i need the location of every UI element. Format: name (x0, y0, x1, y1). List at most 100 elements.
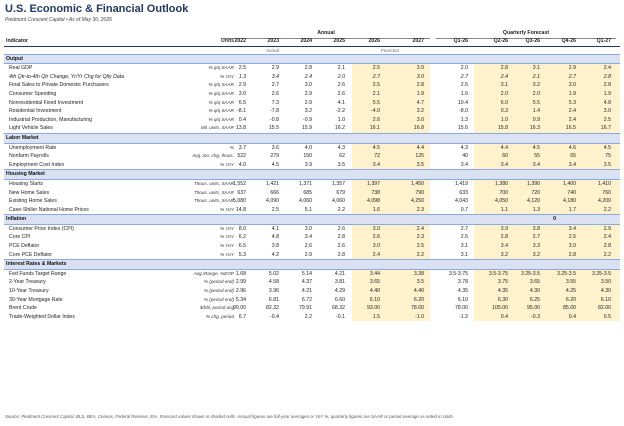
forecast-shading (474, 205, 620, 215)
actual-value: 6.81 (268, 296, 279, 303)
actual-value: 4.0 (304, 144, 312, 151)
quarterly-value: 0.5 (603, 313, 611, 320)
quarterly-value: 633 (459, 189, 468, 196)
row-units: % q/q SAAR (208, 99, 234, 105)
quarterly-value: 3.25-3.5 (591, 270, 611, 277)
actual-value: -0.1 (336, 313, 345, 320)
forecast-value: 3.65 (369, 279, 380, 286)
forecast-value: 2.7 (372, 73, 380, 80)
quarterly-value: 3.78 (457, 279, 468, 286)
quarterly-value: 3.1 (500, 82, 508, 89)
actual-value: 1.0 (337, 116, 345, 123)
forecast-value: 125 (415, 153, 424, 160)
forecast-shading (474, 242, 620, 251)
quarterly-value: 3.5 (603, 161, 611, 168)
row-label: Light Vehicle Sales (9, 125, 53, 132)
actual-value: 4.0 (238, 161, 246, 168)
forecast-value: 4,098 (367, 198, 380, 205)
quarterly-value: 82.00 (598, 305, 611, 312)
quarterly-value: 1.3 (532, 206, 540, 213)
forecast-value: 2.3 (416, 206, 424, 213)
forecast-shading (474, 312, 620, 322)
actual-value: 279 (270, 153, 279, 160)
row-units: Mil. units, SAAR (200, 125, 234, 131)
quarterly-value: 2.7 (568, 73, 576, 80)
row-label: Nonresidential Fixed Investment (9, 99, 84, 106)
quarterly-value: 3.4 (500, 161, 508, 168)
quarterly-value: 4.35 (497, 288, 508, 295)
forecast-shading (352, 98, 430, 108)
year-header: 2023 (267, 38, 279, 44)
actual-value: 3.4 (304, 234, 312, 241)
quarterly-value: 2.8 (500, 65, 508, 72)
actual-value: 15.9 (301, 125, 312, 132)
quarterly-value: 65 (570, 153, 576, 160)
quarterly-value: 1,419 (455, 180, 468, 187)
actual-value: 5.3 (238, 251, 246, 258)
forecast-shading (352, 205, 430, 215)
row-label: Nonfarm Payrolls (9, 153, 49, 160)
forecast-value: 2.1 (372, 90, 380, 97)
header-group-row: Annual Quarterly Forecast (4, 29, 620, 39)
actual-value: 2.6 (337, 225, 345, 232)
actual-value: 4.8 (271, 234, 279, 241)
quarterly-value: 3.65 (529, 279, 540, 286)
forecast-value: -1.0 (415, 313, 424, 320)
actual-value: 4.21 (301, 288, 312, 295)
quarterly-value: 4.5 (532, 144, 540, 151)
quarterly-value: 2.9 (568, 65, 576, 72)
forecast-shading (352, 233, 430, 243)
actual-value: 6.60 (334, 296, 345, 303)
row-units: % YoY (220, 251, 234, 257)
table-row: Employment Cost Index % YoY 4.0 4.5 3.9 3.5 3.… (4, 160, 620, 170)
row-label: Consumer Spending (9, 90, 57, 97)
forecast-value: 93.00 (367, 305, 380, 312)
actual-value: 6.7 (238, 313, 246, 320)
quarterly-value: 2.7 (460, 225, 468, 232)
source-footnote: Source: Piedmont Crescent Capital, BLS, … (5, 414, 454, 419)
actual-value: 150 (303, 153, 312, 160)
actual-value: 6.72 (301, 296, 312, 303)
actual-value: 8.0 (238, 225, 246, 232)
forecast-value: 3.44 (369, 270, 380, 277)
quarterly-value: 10.4 (457, 99, 468, 106)
actual-value: 79.91 (299, 305, 312, 312)
quarterly-value: 3.8 (532, 225, 540, 232)
row-label: Employment Cost Index (9, 161, 65, 168)
forecast-shading (352, 64, 430, 73)
quarter-header: Q1-27 (596, 38, 611, 44)
forecast-value: 3.0 (372, 243, 380, 250)
row-units: % YoY (220, 243, 234, 249)
quarterly-value: 1.6 (460, 90, 468, 97)
forecast-shading (352, 250, 430, 260)
quarterly-value: 6.0 (500, 99, 508, 106)
quarterly-value: 2.4 (500, 73, 508, 80)
actual-value: 13.8 (235, 125, 246, 132)
row-units: Thous. units, SAAR (193, 189, 234, 195)
table-row: 10-Year Treasury % (period end) 2.96 3.96 4.… (4, 287, 620, 296)
forecast-value: 3.4 (372, 161, 380, 168)
actual-value: 1.3 (238, 73, 246, 80)
forecast-shading (352, 152, 430, 161)
forecast-value: 2.4 (416, 225, 424, 232)
actual-value: -0.9 (303, 116, 312, 123)
quarterly-value: 3.2 (532, 251, 540, 258)
quarterly-value: 2.8 (603, 243, 611, 250)
row-label: PCE Deflator (9, 243, 40, 250)
row-units: % q/q SAAR (208, 82, 234, 88)
actual-value: 3.5 (337, 161, 345, 168)
quarterly-value: 6.10 (600, 296, 611, 303)
quarterly-value: 3.5-3.75 (488, 270, 508, 277)
actual-value: 4.29 (334, 288, 345, 295)
quarterly-value: 0.9 (532, 116, 540, 123)
quarterly-value: 16.3 (529, 125, 540, 132)
actual-value: 5.14 (301, 270, 312, 277)
quarterly-value: 1,380 (495, 180, 508, 187)
forecast-shading (352, 304, 430, 313)
section-title: Interest Rates & Markets (6, 261, 67, 268)
actual-value: 5,080 (233, 198, 246, 205)
quarterly-value: 700 (499, 189, 508, 196)
forecast-value: 2.5 (372, 65, 380, 72)
forecast-shading (352, 72, 430, 82)
quarterly-value: 4,043 (455, 198, 468, 205)
